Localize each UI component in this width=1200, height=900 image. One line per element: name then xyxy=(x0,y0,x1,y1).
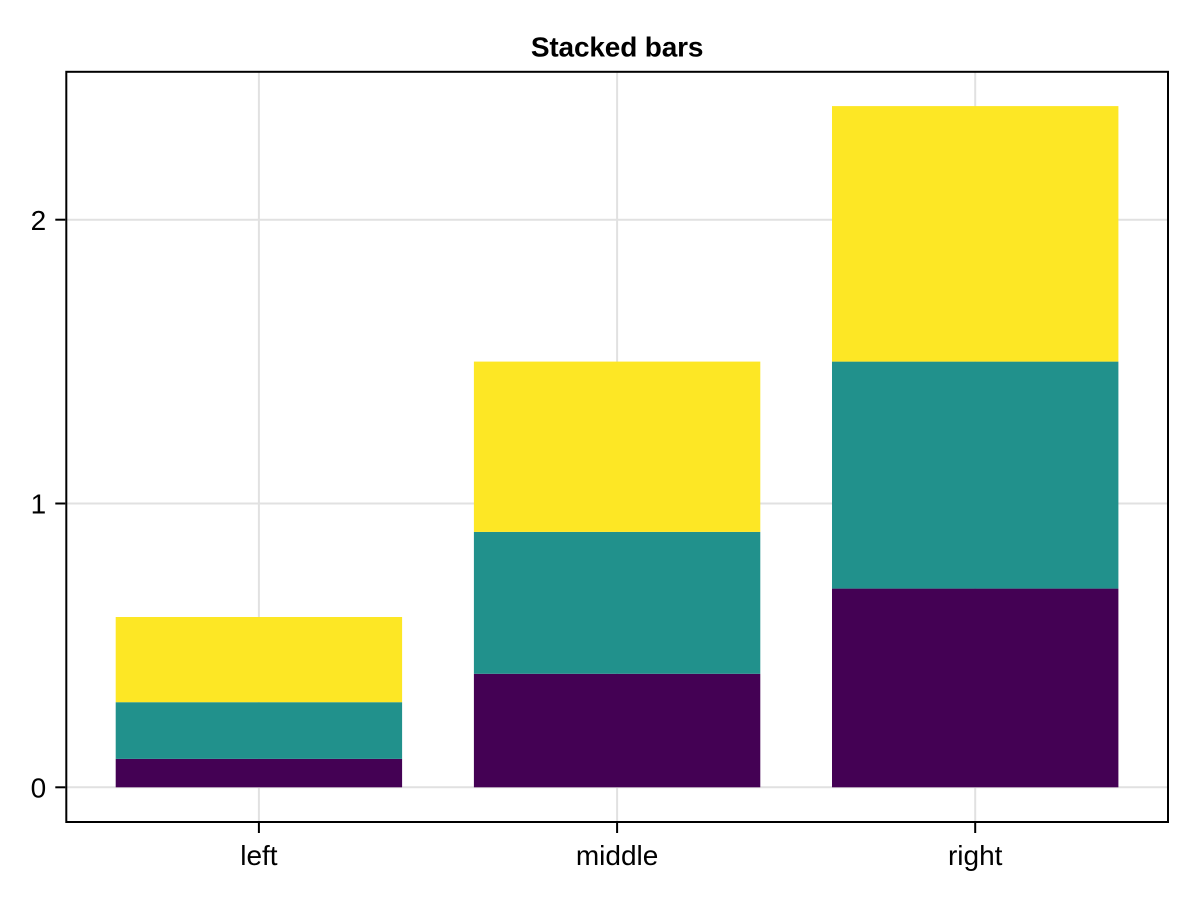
svg-text:middle: middle xyxy=(576,840,658,871)
svg-text:2: 2 xyxy=(31,205,47,236)
svg-text:right: right xyxy=(948,840,1003,871)
svg-text:1: 1 xyxy=(31,489,47,520)
svg-text:Stacked bars: Stacked bars xyxy=(531,32,704,63)
svg-text:0: 0 xyxy=(31,772,47,803)
svg-text:left: left xyxy=(240,840,278,871)
